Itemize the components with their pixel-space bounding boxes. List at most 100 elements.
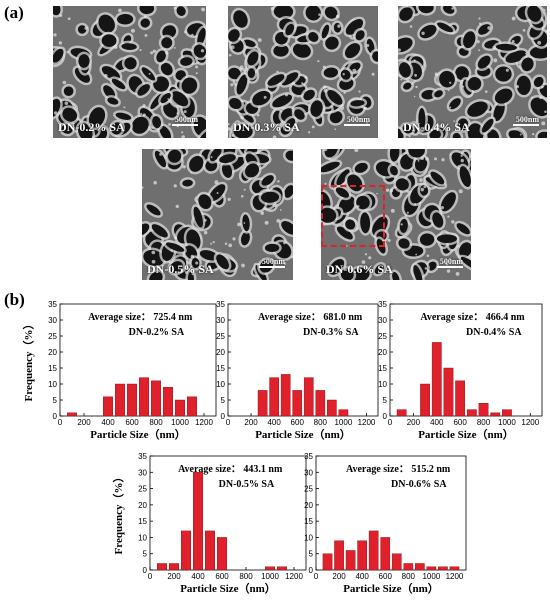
scale-label: 500nm [261,257,285,266]
plot-frame [389,303,543,417]
x-tick-label: 200 [167,572,181,581]
histogram-bar [357,540,367,571]
histogram-bar [102,396,113,417]
y-tick-label: 5 [221,396,226,405]
panel-label-a: (a) [4,3,24,22]
histogram-bar [269,377,279,417]
x-tick-label: 0 [388,418,393,427]
x-tick-label: 200 [244,418,258,427]
histogram-bar [438,566,448,571]
histogram-bar [216,537,227,571]
plot-frame [149,455,307,571]
x-tick-label: 600 [379,572,393,581]
x-tick-label: 600 [291,418,305,427]
histogram-bar [186,396,197,417]
panel-label-b: (b) [4,290,25,309]
y-tick-label: 5 [53,396,58,405]
plot-frame [227,303,379,417]
x-axis-label: Particle Size（nm） [255,428,351,441]
y-tick-label: 30 [378,316,387,325]
histogram-bar [303,377,314,417]
sem-label: DN-0.6% SA [326,262,393,276]
histogram-bar [257,390,268,417]
x-tick-label: 200 [332,572,346,581]
histogram-bar [192,472,203,571]
histogram-bar [338,409,349,417]
y-tick-label: 30 [216,316,225,325]
histogram-bar [502,409,512,417]
x-tick-label: 800 [477,418,491,427]
roi-dashed-box [321,185,385,247]
histogram-bar [138,377,149,417]
scale-bar [513,124,539,126]
histogram-bar [126,383,137,417]
x-tick-label: 200 [77,418,91,427]
y-tick-label: 25 [216,332,225,341]
x-tick-label: 400 [101,418,115,427]
y-tick-label: 35 [216,300,225,309]
pore-texture [142,149,293,280]
histogram-bar [420,383,430,417]
x-tick-label: 1000 [171,418,189,427]
sem-label: DN-0.5% SA [147,262,214,276]
histogram-bar [426,566,437,571]
histogram-bar [391,553,402,571]
histogram-bar [478,402,489,417]
scale-label: 500nm [439,257,463,266]
y-tick-label: 15 [48,364,57,373]
histogram-bar [431,342,442,417]
x-tick-label: 400 [267,418,281,427]
scale-bar [437,266,463,268]
y-tick-label: 30 [48,316,57,325]
x-axis-label: Particle Size（nm） [343,582,439,595]
x-tick-label: 400 [355,572,369,581]
x-tick-label: 0 [58,418,63,427]
scale-bar [172,124,198,126]
y-tick-label: 15 [304,517,313,526]
histogram-bar [449,566,460,571]
y-tick-label: 20 [138,501,147,510]
sem-label: DN-0.3% SA [233,120,300,134]
average-size-label: Average size： 515.2 nm [346,464,451,475]
histogram-bar [156,563,167,571]
x-tick-label: 600 [215,572,229,581]
y-tick-label: 30 [138,468,147,477]
sem-image-0.4: 500nm DN-0.4% SA [398,6,547,138]
histogram-bar [315,390,326,417]
x-axis-label: Particle Size（nm） [180,582,276,595]
x-tick-label: 1000 [261,572,279,581]
y-tick-label: 0 [221,412,226,421]
histogram-bar [415,563,425,571]
x-tick-label: 1000 [422,572,440,581]
y-tick-label: 20 [304,501,313,510]
histogram-bar [466,409,477,417]
histogram-0.4: 0 5 10 15 20 25 30 35 0 200 400 600 800 1000 1200 Avera… [378,296,548,451]
sem-image-0.5: 500nm DN-0.5% SA [142,149,293,280]
x-tick-label: 800 [314,418,328,427]
y-tick-label: 10 [378,380,387,389]
histogram-bar [345,550,356,571]
histogram-bar [114,383,125,417]
plot-frame [59,303,217,417]
histogram-bar [455,380,466,417]
y-tick-label: 15 [378,364,387,373]
x-tick-label: 200 [407,418,421,427]
scale-label: 500nm [174,115,198,124]
y-tick-label: 0 [309,566,314,575]
average-size-label: Average size： 466.4 nm [420,312,525,323]
y-tick-label: 0 [143,566,148,575]
sem-image-0.6: 500nm DN-0.6% SA [321,149,471,280]
y-tick-label: 35 [138,452,147,461]
histogram-0.6: 0 5 10 15 20 25 30 35 0 200 400 600 800 1000 1200 Avera… [304,448,472,605]
histogram-bar [276,566,287,571]
sem-label: DN-0.4% SA [403,120,470,134]
y-tick-label: 5 [383,396,388,405]
histogram-bar [204,530,215,571]
sem-label: DN-0.2% SA [58,120,125,134]
histogram-bar [162,386,173,417]
sample-label: DN-0.4% SA [466,327,522,338]
y-axis-label: Frequency（%） [112,472,125,555]
y-tick-label: 5 [143,550,148,559]
histogram-bar [150,380,161,417]
x-axis-label: Particle Size（nm） [418,428,514,441]
